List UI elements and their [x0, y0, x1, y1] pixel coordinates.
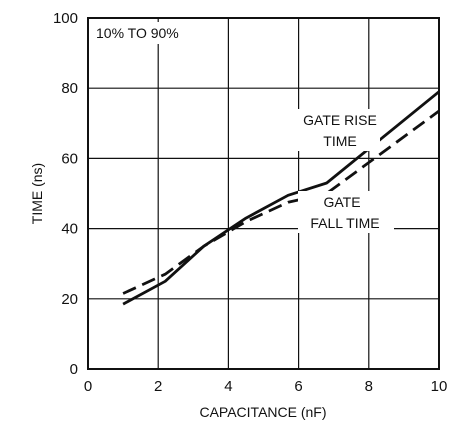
- y-tick-label: 80: [61, 80, 78, 97]
- series-line-gate-rise-time: [122, 90, 440, 306]
- y-tick-label: 20: [61, 291, 78, 308]
- grid: [88, 18, 439, 369]
- x-tick-label: 0: [84, 378, 92, 395]
- series-group: [122, 90, 440, 306]
- rise-label-line1: GATE RISE: [303, 112, 377, 128]
- x-tick-label: 8: [365, 378, 373, 395]
- x-axis-label: CAPACITANCE (nF): [199, 404, 326, 420]
- condition-label-bg: [93, 22, 203, 44]
- x-tick-label: 2: [154, 378, 162, 395]
- x-tick-label: 6: [294, 378, 302, 395]
- y-axis-label: TIME (ns): [29, 163, 45, 224]
- condition-label: 10% TO 90%: [96, 25, 179, 41]
- x-tick-label: 4: [224, 378, 232, 395]
- fall-label-line1: GATE: [323, 194, 360, 210]
- y-tick-label: 0: [70, 361, 78, 378]
- fall-label-bg: [298, 191, 394, 233]
- y-tick-label: 60: [61, 150, 78, 167]
- y-tick-label: 100: [53, 10, 78, 27]
- plot-frame: [87, 17, 440, 370]
- rise-label-line2: TIME: [323, 133, 356, 149]
- y-tick-label: 40: [61, 221, 78, 238]
- x-tick-label: 10: [431, 378, 448, 395]
- fall-label-line2: FALL TIME: [310, 215, 379, 231]
- rise-label-bg: [296, 109, 380, 151]
- series-line-gate-fall-time: [122, 109, 440, 295]
